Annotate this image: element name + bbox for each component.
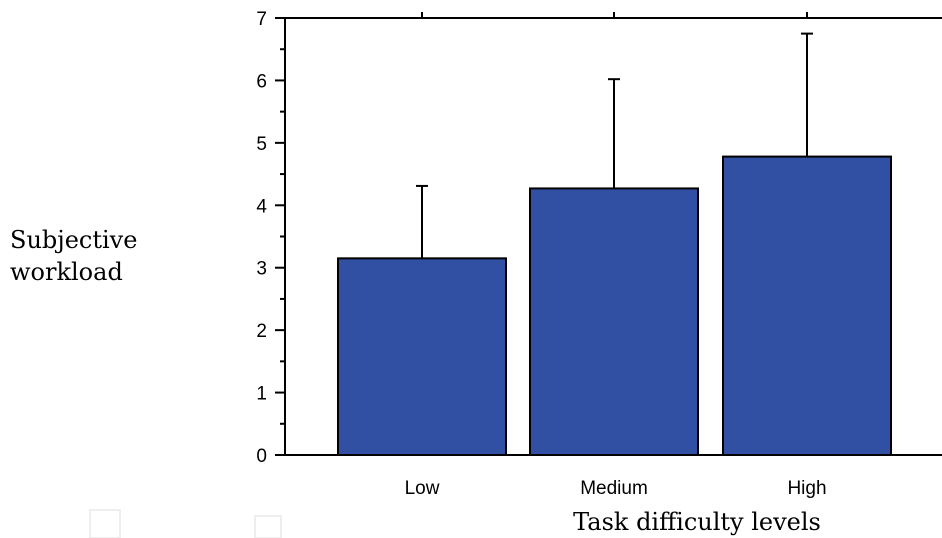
y-axis-label-line-1: Subjective [10,226,137,254]
x-tick-label-high: High [787,478,826,499]
y-tick-label-2: 2 [256,321,267,342]
y-tick-label-3: 3 [256,259,267,280]
plot-area: 0 1 2 3 4 5 6 7 Low Medium High [256,9,942,499]
y-tick-label-5: 5 [256,134,267,155]
x-axis-label: Task difficulty levels [573,508,821,536]
bar-medium [529,187,699,456]
y-tick-label-1: 1 [256,384,267,405]
x-tick-label-low: Low [405,478,440,499]
y-axis-label-line-2: workload [10,258,123,286]
y-tick-label-4: 4 [256,196,267,217]
y-tick-label-0: 0 [256,446,267,467]
bar-low [337,257,507,456]
y-tick-label-7: 7 [256,9,267,30]
bar-high [722,155,892,456]
y-tick-label-6: 6 [256,71,267,92]
watermark-decoration [89,509,282,538]
x-tick-label-medium: Medium [580,478,648,499]
